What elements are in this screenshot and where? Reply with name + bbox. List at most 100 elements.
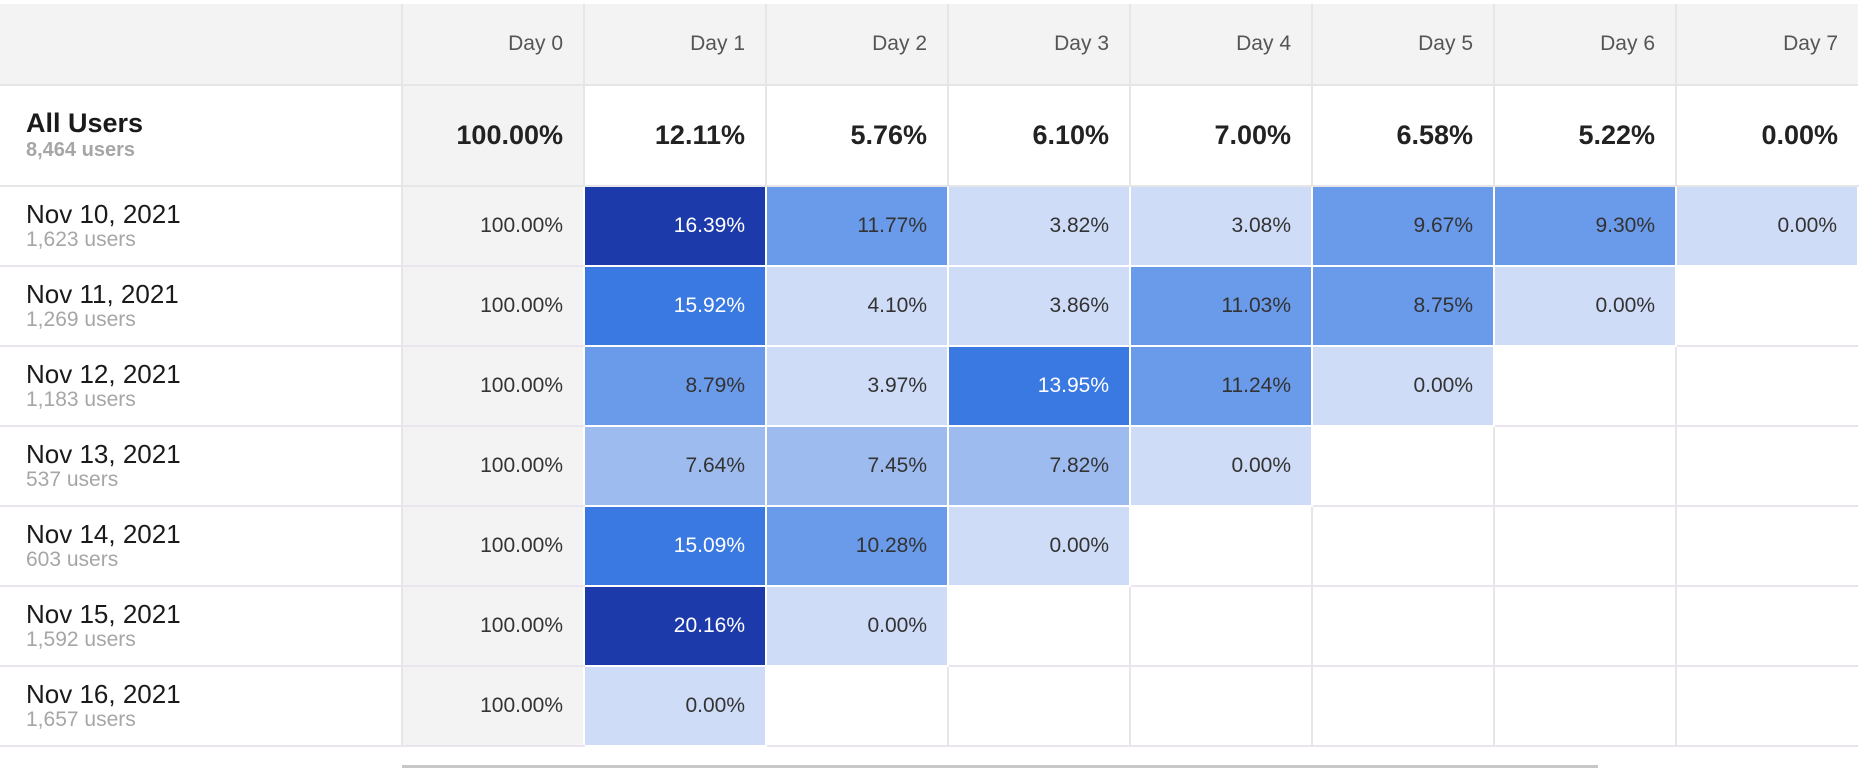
header-day-6[interactable]: Day 6 [1493,4,1676,86]
total-day-7: 0.00% [1675,85,1858,187]
header-day-7[interactable]: Day 7 [1675,4,1858,86]
horizontal-scrollbar[interactable] [402,765,1598,768]
total-day-2: 5.76% [765,85,948,187]
retention-cell-day-6: 9.30% [1493,185,1677,267]
empty-cell [1493,346,1676,427]
retention-cell-day-2: 7.45% [765,425,949,507]
retention-cell-day-3: 13.95% [947,345,1131,427]
empty-cell [1311,586,1494,667]
empty-cell [1675,266,1858,347]
retention-cell-day-6: 0.00% [1493,265,1677,347]
retention-cell-day-0: 100.00% [401,666,584,747]
retention-cell-day-0: 100.00% [401,266,584,347]
total-day-5: 6.58% [1311,85,1494,187]
retention-cell-day-2: 4.10% [765,265,949,347]
empty-cell [1129,666,1312,747]
retention-cell-day-7: 0.00% [1675,185,1859,267]
retention-cell-day-1: 8.79% [583,345,767,427]
total-day-3: 6.10% [947,85,1130,187]
cohort-date: Nov 11, 2021 [26,278,179,309]
retention-cell-day-2: 10.28% [765,505,949,587]
retention-cell-day-4: 11.03% [1129,265,1313,347]
retention-cell-day-2: 0.00% [765,585,949,667]
cohort-user-count: 1,657 users [26,708,136,732]
retention-cell-day-3: 3.82% [947,185,1131,267]
header-row: Day 0 Day 1 Day 2 Day 3 Day 4 Day 5 Day … [0,4,1858,86]
retention-cell-day-5: 9.67% [1311,185,1495,267]
header-day-5[interactable]: Day 5 [1311,4,1494,86]
empty-cell [1311,506,1494,587]
empty-cell [1675,426,1858,507]
cohort-label: Nov 16, 2021 1,657 users [0,666,402,747]
retention-cell-day-0: 100.00% [401,586,584,667]
retention-cell-day-0: 100.00% [401,346,584,427]
total-day-0: 100.00% [401,85,584,187]
total-day-6: 5.22% [1493,85,1676,187]
cohort-date: Nov 14, 2021 [26,518,181,549]
empty-cell [1129,586,1312,667]
cohort-date: Nov 12, 2021 [26,358,181,389]
empty-cell [1675,666,1858,747]
empty-cell [1493,426,1676,507]
empty-cell [1493,506,1676,587]
cohort-row: Nov 15, 2021 1,592 users 100.00% 20.16% 0.00… [0,585,1858,667]
retention-cell-day-5: 0.00% [1311,345,1495,427]
cohort-label: Nov 14, 2021 603 users [0,506,402,587]
cohort-date: Nov 16, 2021 [26,678,181,709]
all-users-count: 8,464 users [26,138,135,161]
cohort-row: Nov 14, 2021 603 users 100.00% 15.09% 10.28%… [0,505,1858,587]
empty-cell [765,666,948,747]
header-day-1[interactable]: Day 1 [583,4,766,86]
retention-cell-day-5: 8.75% [1311,265,1495,347]
cohort-row: Nov 16, 2021 1,657 users 100.00% 0.00% [0,665,1858,747]
total-day-4: 7.00% [1129,85,1312,187]
retention-cell-day-2: 11.77% [765,185,949,267]
all-users-label: All Users 8,464 users [0,85,402,187]
empty-cell [1675,586,1858,667]
retention-cell-day-1: 20.16% [583,585,767,667]
cohort-table: Day 0 Day 1 Day 2 Day 3 Day 4 Day 5 Day … [0,4,1859,747]
empty-cell [1311,666,1494,747]
retention-cell-day-3: 7.82% [947,425,1131,507]
empty-cell [1675,506,1858,587]
empty-cell [947,666,1130,747]
retention-cell-day-4: 11.24% [1129,345,1313,427]
cohort-label: Nov 15, 2021 1,592 users [0,586,402,667]
header-day-4[interactable]: Day 4 [1129,4,1312,86]
retention-cell-day-1: 7.64% [583,425,767,507]
empty-cell [1493,666,1676,747]
retention-cell-day-0: 100.00% [401,426,584,507]
cohort-date: Nov 10, 2021 [26,198,181,229]
retention-cell-day-2: 3.97% [765,345,949,427]
cohort-label: Nov 12, 2021 1,183 users [0,346,402,427]
cohort-row: Nov 10, 2021 1,623 users 100.00% 16.39% 11.7… [0,185,1859,267]
cohort-user-count: 1,183 users [26,388,136,412]
header-day-2[interactable]: Day 2 [765,4,948,86]
retention-cell-day-1: 0.00% [583,665,767,747]
header-corner [0,4,402,86]
cohort-user-count: 1,623 users [26,228,136,252]
retention-cell-day-4: 0.00% [1129,425,1313,507]
cohort-user-count: 1,592 users [26,628,136,652]
cohort-date: Nov 13, 2021 [26,438,181,469]
retention-cell-day-3: 0.00% [947,505,1131,587]
retention-cell-day-1: 15.92% [583,265,767,347]
cohort-user-count: 537 users [26,468,119,492]
empty-cell [1311,426,1494,507]
cohort-user-count: 1,269 users [26,308,136,332]
total-day-1: 12.11% [583,85,766,187]
cohort-row: Nov 12, 2021 1,183 users 100.00% 8.79% 3.97%… [0,345,1858,427]
header-day-0[interactable]: Day 0 [401,4,584,86]
header-day-3[interactable]: Day 3 [947,4,1130,86]
cohort-label: Nov 10, 2021 1,623 users [0,186,402,267]
all-users-name: All Users [26,108,144,139]
cohort-date: Nov 15, 2021 [26,598,181,629]
retention-cell-day-0: 100.00% [401,506,584,587]
cohort-row: Nov 13, 2021 537 users 100.00% 7.64% 7.45% 7.… [0,425,1858,507]
retention-cell-day-1: 15.09% [583,505,767,587]
empty-cell [1129,506,1312,587]
empty-cell [947,586,1130,667]
cohort-label: Nov 11, 2021 1,269 users [0,266,402,347]
retention-cell-day-3: 3.86% [947,265,1131,347]
